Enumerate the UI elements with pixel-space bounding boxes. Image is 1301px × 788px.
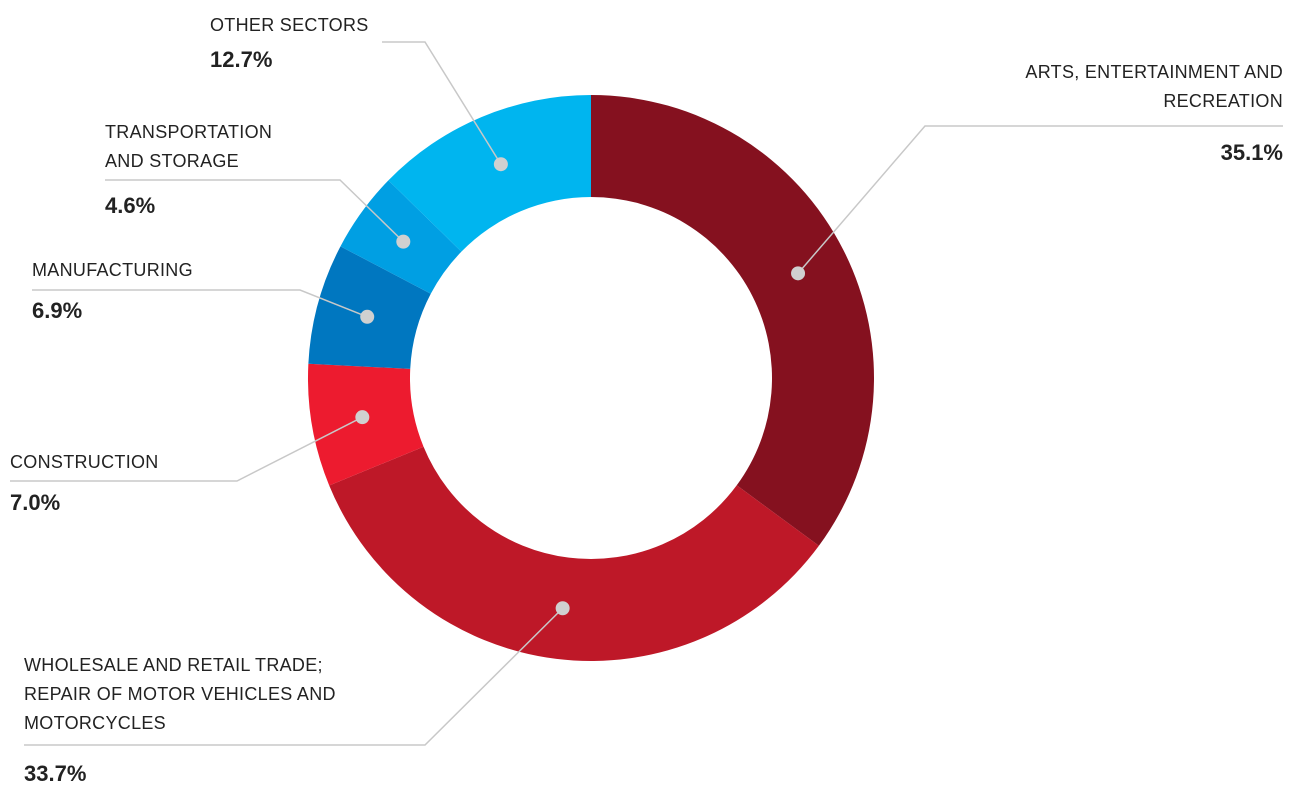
donut-segment [591, 95, 875, 546]
donut-segment [329, 446, 819, 662]
leader-line [382, 41, 502, 165]
label-dot [493, 157, 508, 172]
value-label: 33.7% [24, 761, 87, 786]
category-label: MANUFACTURING [32, 260, 193, 280]
leader-line [105, 179, 404, 243]
leader-line [24, 607, 564, 746]
category-label: OTHER SECTORS [210, 15, 369, 35]
category-label: CONSTRUCTION [10, 452, 159, 472]
label-dot [355, 410, 370, 425]
leader-line [10, 416, 363, 482]
category-label: TRANSPORTATION AND STORAGE [105, 122, 273, 171]
donut-segment [308, 363, 424, 486]
label-dot [360, 309, 375, 324]
donut-segment [308, 246, 431, 369]
value-label: 12.7% [210, 47, 273, 72]
label-dot [555, 601, 570, 616]
category-label: ARTS, ENTERTAINMENT AND RECREATION [1025, 62, 1283, 111]
leader-line [797, 125, 1283, 274]
value-label: 35.1% [1220, 140, 1283, 165]
value-label: 4.6% [105, 193, 156, 218]
category-label: WHOLESALE AND RETAIL TRADE; REPAIR OF MO… [24, 655, 336, 733]
donut-segment [388, 95, 591, 252]
label-dot [396, 234, 411, 249]
value-label: 7.0% [10, 490, 61, 515]
label-dot [791, 266, 806, 281]
leader-line [32, 289, 368, 318]
value-label: 6.9% [32, 298, 83, 323]
